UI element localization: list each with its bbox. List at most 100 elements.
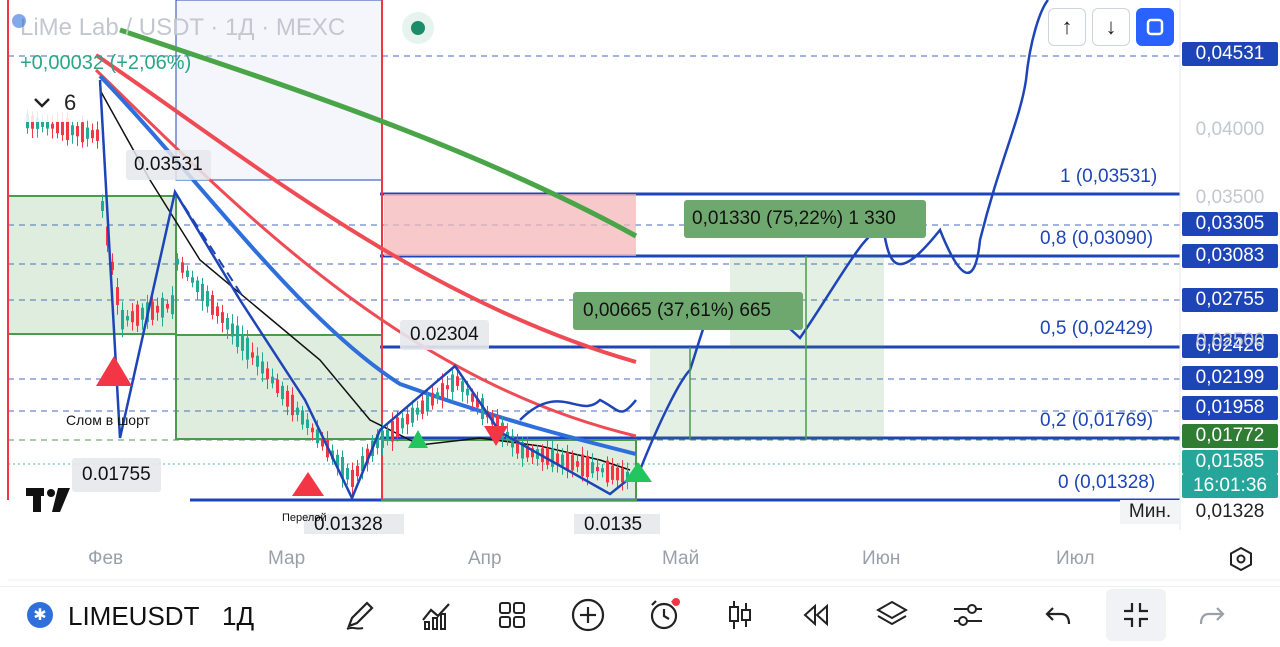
fib-label-1: 1 (0,03531) [1060, 166, 1158, 187]
time-axis-label: Июн [862, 548, 901, 569]
candle-body [311, 427, 314, 433]
candle-body [251, 352, 254, 358]
sell-triangle [96, 356, 132, 386]
candle-body [191, 277, 194, 283]
candle-body [621, 468, 624, 483]
scroll-up-button[interactable]: ↑ [1048, 8, 1086, 46]
candle-body [261, 361, 264, 374]
candle-body [301, 410, 304, 425]
alarm-icon[interactable] [642, 593, 686, 637]
market-status-badge[interactable] [402, 12, 434, 44]
time-axis-label: Апр [468, 548, 502, 569]
sliders-icon[interactable] [946, 593, 990, 637]
price-label: 0,03500 [1195, 187, 1265, 208]
candle-body [136, 304, 139, 326]
candle-body [276, 379, 279, 393]
candle-body [391, 420, 394, 442]
candle-body [356, 465, 359, 477]
candle-body [431, 392, 434, 406]
scroll-down-button[interactable]: ↓ [1092, 8, 1130, 46]
fib-label-08: 0,8 (0,03090) [1040, 228, 1154, 249]
price-label: 16:01:36 [1182, 474, 1278, 498]
candle-body [56, 121, 59, 134]
price-label: 0,01328 [1182, 500, 1278, 524]
candle-body [616, 467, 619, 481]
candle-body [386, 429, 389, 441]
rewind-icon[interactable] [794, 593, 838, 637]
fib-label-0: 0 (0,01328) [1058, 472, 1156, 493]
candle-body [61, 121, 64, 136]
fib-label-02: 0,2 (0,01769) [1040, 410, 1154, 431]
candle-body [121, 309, 124, 330]
candle-body [446, 385, 449, 390]
candle-body [521, 442, 524, 459]
chart-settings-icon[interactable] [1228, 546, 1254, 577]
candle-body [141, 307, 144, 320]
tradingview-logo [26, 488, 74, 519]
target-zones [650, 256, 884, 440]
ma-red [94, 53, 637, 364]
candle-body [591, 462, 594, 474]
candle-body [256, 355, 259, 367]
high-price-label: 0.03531 [126, 150, 211, 180]
red-zone [384, 194, 636, 256]
candle-body [181, 262, 184, 273]
fullscreen-button[interactable] [1136, 8, 1174, 46]
candle-body [71, 125, 74, 136]
candle-body [271, 376, 274, 384]
candle-body [221, 312, 224, 323]
undo-icon[interactable] [1036, 593, 1080, 637]
candle-body [86, 127, 89, 139]
candle-body [211, 295, 214, 315]
candle-body [336, 454, 339, 468]
candle-body [561, 454, 564, 466]
candle-body [246, 337, 249, 360]
candle-body [571, 455, 574, 471]
candle-body [346, 468, 349, 480]
candle-body [606, 460, 609, 483]
collapse-icon[interactable] [1106, 589, 1166, 641]
price-change: +0,00032 (+2,06%) [20, 52, 192, 74]
candle-body [471, 393, 474, 402]
pen-icon[interactable] [338, 593, 382, 637]
ma-green [119, 27, 638, 239]
candle-body [546, 448, 549, 465]
candle-body [581, 454, 584, 477]
candle-body [46, 121, 49, 129]
candle-body [466, 388, 469, 396]
candles-icon[interactable] [718, 593, 762, 637]
buy-triangle-2 [624, 462, 652, 482]
redo-icon[interactable] [1190, 593, 1234, 637]
symbol-logo-icon-bottom[interactable]: ✱ [22, 593, 58, 637]
time-axis-label: Июл [1056, 548, 1095, 569]
grid-icon[interactable] [490, 593, 534, 637]
candle-body [526, 445, 529, 458]
indicators-toggle[interactable]: 6 [20, 84, 90, 122]
ma-black [99, 89, 631, 471]
price-label: 0,03083 [1182, 244, 1278, 268]
candle-body [401, 418, 404, 429]
candle-body [91, 130, 94, 139]
candle-body [396, 417, 399, 437]
dashed-trend [174, 191, 246, 301]
candle-body [516, 440, 519, 454]
price-label: 0,02755 [1182, 288, 1278, 312]
layers-icon[interactable] [870, 593, 914, 637]
candle-body [296, 407, 299, 415]
candle-body [461, 381, 464, 392]
chart-types-icon[interactable] [414, 593, 458, 637]
symbol-button[interactable]: LIMEUSDT [68, 601, 200, 631]
interval-button[interactable]: 1Д [222, 601, 255, 631]
symbol-title[interactable]: LiMe Lab / USDT · 1Д · MEXC [20, 14, 346, 41]
candle-body [531, 448, 534, 458]
candle-body [66, 118, 69, 141]
candle-body [351, 469, 354, 488]
plus-circle-icon[interactable] [566, 593, 610, 637]
candle-body [611, 465, 614, 480]
candle-body [286, 390, 289, 407]
candle-body [291, 394, 294, 416]
candle-body [421, 400, 424, 414]
fib-label-05: 0,5 (0,02429) [1040, 318, 1154, 339]
